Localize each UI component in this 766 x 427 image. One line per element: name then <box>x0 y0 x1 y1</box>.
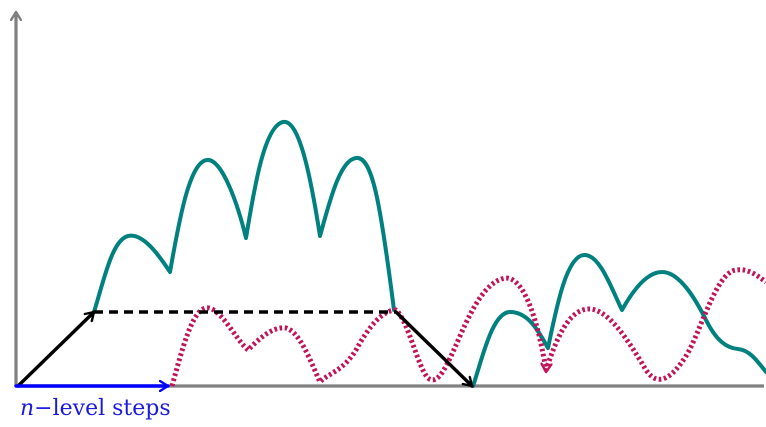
teal-excursion-path-1 <box>92 119 396 314</box>
dotted-path <box>169 267 766 387</box>
n-level-steps-label: n−level steps <box>20 396 171 422</box>
up-step-arrow <box>16 310 96 388</box>
dotted-path-arrowhead <box>546 355 547 372</box>
teal-excursion-path-2 <box>471 253 766 388</box>
caption-text: −level steps <box>34 396 171 421</box>
caption-variable: n <box>20 396 35 421</box>
down-step-arrow <box>394 310 474 388</box>
